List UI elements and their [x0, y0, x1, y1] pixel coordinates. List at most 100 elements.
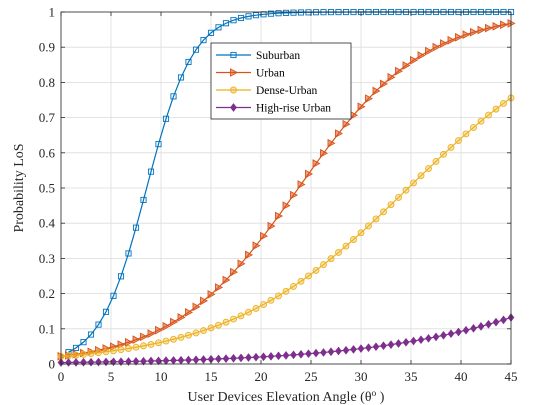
data-point — [222, 354, 230, 363]
data-point — [297, 349, 305, 359]
data-point — [162, 115, 170, 122]
data-point — [470, 124, 477, 131]
data-point — [140, 332, 149, 342]
data-point — [132, 343, 140, 351]
series-dense-urban — [57, 94, 515, 360]
data-point — [125, 357, 132, 366]
data-point — [365, 94, 374, 103]
x-axis-label: User Devices Elevation Angle (θo ) — [188, 389, 385, 405]
data-point — [410, 179, 417, 187]
x-tick-label: 25 — [305, 369, 318, 384]
x-tick-label: 5 — [108, 369, 115, 384]
series-line — [60, 97, 512, 358]
data-point — [222, 20, 230, 27]
data-point — [102, 308, 110, 315]
data-point — [477, 25, 486, 35]
data-point — [207, 29, 215, 36]
data-point — [230, 353, 237, 363]
data-point — [432, 42, 441, 52]
data-point — [125, 337, 134, 347]
data-point — [387, 72, 396, 82]
x-tick-label: 40 — [455, 369, 468, 384]
data-point — [140, 356, 147, 366]
data-point — [372, 215, 380, 223]
data-point — [215, 354, 222, 364]
series-layer — [57, 8, 516, 367]
data-point — [425, 165, 432, 172]
data-point — [492, 105, 500, 113]
y-tick-label: 0.9 — [39, 40, 55, 55]
x-tick-label: 0 — [58, 369, 65, 384]
data-point — [485, 111, 492, 119]
data-point — [297, 180, 306, 189]
data-point — [215, 24, 222, 31]
data-point — [140, 196, 147, 204]
data-point — [327, 347, 335, 357]
data-point — [95, 349, 102, 357]
data-point — [365, 222, 372, 230]
data-point — [282, 351, 290, 360]
y-tick-label: 0.8 — [39, 75, 55, 90]
x-tick-label: 15 — [205, 369, 218, 384]
data-point — [327, 138, 336, 148]
data-point — [117, 273, 125, 280]
data-point — [275, 211, 284, 221]
data-point — [320, 348, 327, 357]
data-point — [372, 342, 380, 352]
data-point — [275, 351, 282, 361]
x-tick-label: 30 — [355, 369, 368, 384]
data-point — [402, 186, 410, 194]
y-tick-label: 0.2 — [39, 286, 55, 301]
data-point — [395, 194, 402, 201]
data-point — [342, 119, 351, 129]
data-point — [87, 331, 95, 338]
data-point — [320, 148, 329, 158]
data-point — [267, 351, 275, 361]
axis-ticks: 0 5 10 15 20 25 30 35 40 45 0 0.1 0.2 0.3 0.4 0.5 0.6 0.7… — [39, 5, 518, 385]
data-point — [380, 208, 387, 216]
data-point — [245, 250, 254, 260]
data-point — [155, 141, 162, 148]
data-point — [342, 345, 350, 355]
data-point — [222, 275, 231, 285]
data-point — [312, 266, 320, 274]
data-point — [95, 357, 102, 367]
y-tick-label: 0.3 — [39, 251, 55, 266]
data-point — [267, 296, 275, 304]
data-point — [440, 330, 447, 340]
data-point — [335, 346, 342, 356]
x-tick-label: 45 — [505, 369, 518, 384]
data-point — [132, 224, 140, 231]
data-point — [380, 341, 387, 351]
data-point — [275, 292, 282, 300]
x-axis-label-superscript: o — [372, 389, 377, 399]
data-point — [200, 296, 209, 306]
y-tick-label: 0.1 — [39, 321, 55, 336]
data-point — [192, 329, 200, 337]
data-point — [455, 327, 462, 337]
data-point — [245, 308, 252, 316]
x-axis-label-suffix: ) — [376, 390, 385, 405]
data-point — [95, 321, 102, 328]
data-point — [147, 340, 155, 348]
data-point — [117, 357, 125, 366]
x-tick-label: 10 — [155, 369, 168, 384]
x-axis-label-main: User Devices Elevation Angle (θ — [188, 390, 372, 405]
data-point — [312, 348, 320, 358]
data-point — [252, 12, 260, 19]
data-point — [140, 342, 147, 350]
y-tick-label: 0.4 — [39, 216, 56, 231]
data-point — [207, 290, 216, 299]
legend-item: Dense-Urban — [216, 85, 318, 97]
legend-marker — [230, 103, 237, 112]
data-point — [500, 315, 507, 325]
data-point — [275, 10, 282, 17]
data-point — [432, 332, 440, 342]
data-point — [72, 351, 80, 359]
data-point — [192, 302, 201, 312]
data-point — [267, 10, 275, 17]
data-point — [155, 325, 164, 335]
data-point — [207, 324, 215, 332]
data-point — [147, 168, 155, 175]
legend-label: Suburban — [256, 50, 300, 62]
